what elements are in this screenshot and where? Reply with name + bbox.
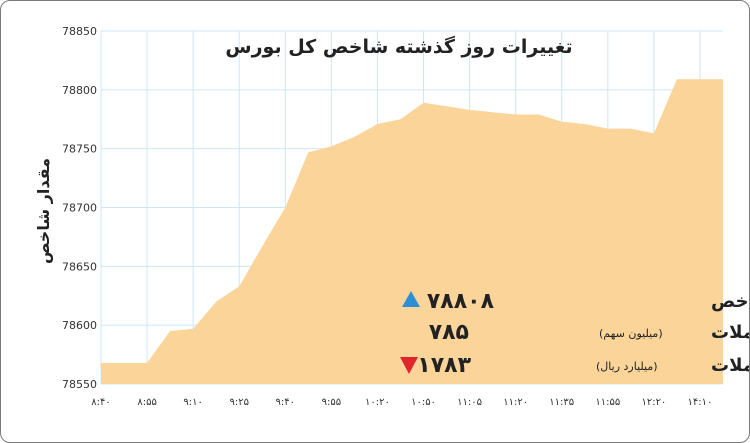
index-label: شاخص	[711, 291, 749, 312]
x-tick-label: ۹:۱۰	[183, 397, 202, 408]
volume-value: ۷۸۵	[429, 320, 469, 345]
y-tick-label: 78800	[62, 84, 97, 97]
value-unit: (میلیارد ریال)	[596, 360, 658, 373]
y-tick-label: 78700	[62, 202, 97, 215]
x-tick-label: ۱۱:۵۵	[595, 397, 620, 408]
x-tick-label: ۹:۲۵	[229, 397, 248, 408]
x-tick-label: ۱۴:۱۰	[688, 397, 713, 408]
series-area	[101, 79, 723, 384]
x-tick-label: ۱۰:۵۰	[411, 397, 436, 408]
volume-unit: (میلیون سهم)	[599, 327, 663, 340]
up-arrow-icon	[402, 291, 420, 307]
index-value: ۷۸۸۰۸	[427, 289, 495, 314]
y-tick-label: 78650	[62, 260, 97, 273]
x-axis-ticks: ۸:۴۰ ۸:۵۵ ۹:۱۰ ۹:۲۵ ۹:۴۰ ۹:۵۵ ۱۰:۲۰ ۱۰:۵۰ ۱۱:۰۵ ۱…	[91, 397, 712, 408]
y-axis-label: مقدار شاخص	[34, 158, 53, 264]
value-value: ۱۷۸۳	[417, 353, 471, 378]
x-tick-label: ۱۱:۰۵	[457, 397, 482, 408]
chart-title: تغییرات روز گذشته شاخص کل بورس	[225, 35, 572, 58]
x-tick-label: ۱۲:۲۰	[641, 397, 666, 408]
x-tick-label: ۸:۵۵	[137, 397, 156, 408]
x-tick-label: ۱۱:۳۵	[549, 397, 574, 408]
value-label: ارزش معاملات	[711, 355, 749, 376]
x-tick-label: ۹:۵۵	[322, 397, 341, 408]
data-area	[101, 79, 723, 384]
x-tick-label: ۱۱:۲۰	[503, 397, 528, 408]
y-tick-label: 78550	[62, 378, 97, 391]
x-tick-label: ۱۰:۲۰	[365, 397, 390, 408]
y-tick-label: 78750	[62, 143, 97, 156]
y-axis-ticks: 78550 78600 78650 78700 78750 78800 78850	[62, 25, 97, 391]
x-tick-label: ۹:۴۰	[276, 397, 295, 408]
y-tick-label: 78600	[62, 319, 97, 332]
volume-label: حجم معاملات	[711, 322, 749, 343]
down-arrow-icon	[400, 357, 418, 374]
y-tick-label: 78850	[62, 25, 97, 38]
x-tick-label: ۸:۴۰	[91, 397, 110, 408]
